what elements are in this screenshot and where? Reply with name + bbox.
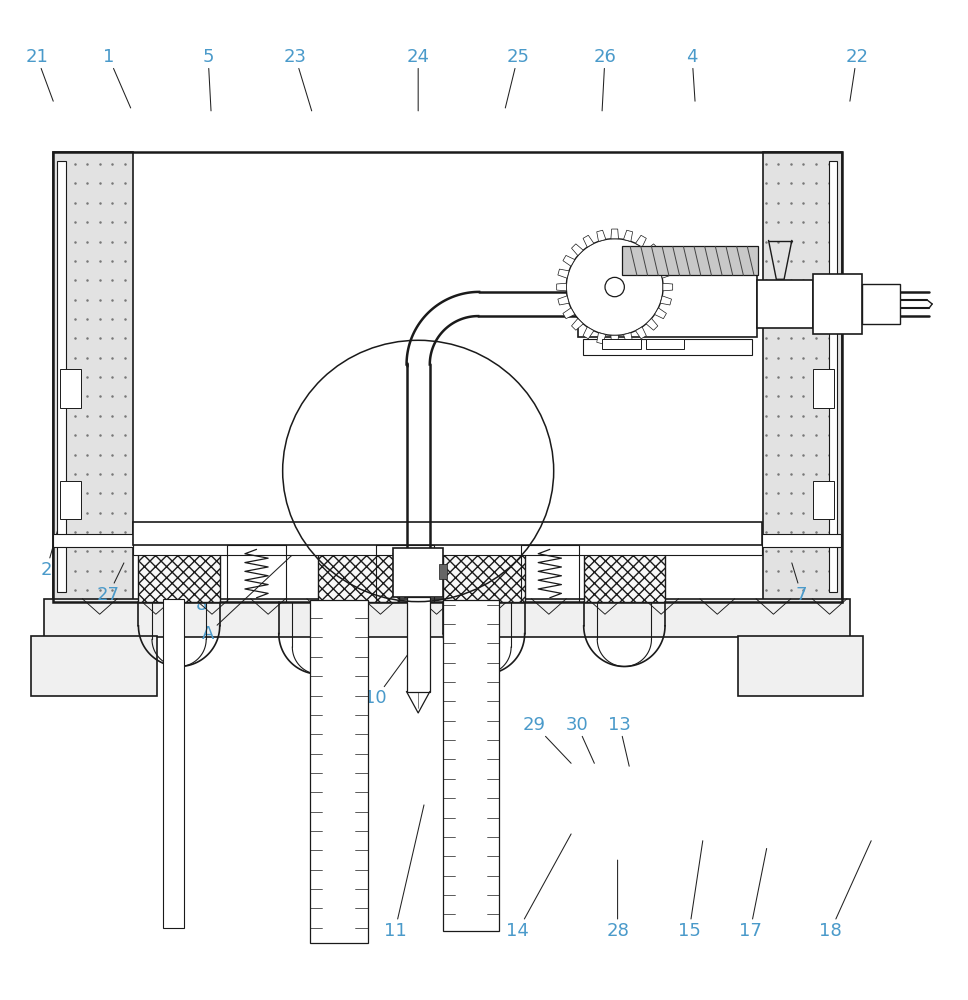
- Bar: [408, 364, 429, 548]
- Polygon shape: [660, 296, 672, 305]
- Bar: [622, 246, 758, 275]
- Polygon shape: [571, 318, 584, 330]
- Text: A: A: [202, 537, 312, 643]
- Text: 1: 1: [103, 48, 131, 108]
- Bar: [44, 599, 850, 637]
- Bar: [762, 534, 841, 547]
- Text: 23: 23: [284, 48, 312, 111]
- Polygon shape: [596, 333, 606, 344]
- Polygon shape: [660, 269, 672, 278]
- Text: 4: 4: [686, 48, 698, 101]
- Bar: [813, 369, 834, 408]
- Bar: [138, 545, 220, 602]
- Bar: [829, 161, 837, 592]
- Text: 18: 18: [819, 841, 871, 940]
- Bar: [584, 545, 665, 602]
- Polygon shape: [623, 333, 633, 344]
- Bar: [318, 545, 399, 602]
- Text: 17: 17: [739, 848, 767, 940]
- Bar: [757, 280, 813, 328]
- Text: 26: 26: [593, 48, 617, 111]
- Text: 27: 27: [97, 563, 124, 604]
- Bar: [757, 292, 929, 316]
- Polygon shape: [583, 235, 593, 247]
- Bar: [60, 369, 81, 408]
- Polygon shape: [663, 283, 673, 291]
- Text: 25: 25: [505, 48, 529, 108]
- Bar: [578, 258, 757, 337]
- Bar: [443, 600, 499, 931]
- Text: 10: 10: [364, 640, 418, 707]
- Bar: [31, 636, 157, 696]
- Bar: [133, 544, 762, 555]
- Text: 28: 28: [606, 860, 629, 940]
- Text: 15: 15: [678, 841, 703, 940]
- Text: 30: 30: [565, 716, 594, 763]
- Text: 7: 7: [792, 563, 807, 604]
- Bar: [646, 339, 684, 349]
- Polygon shape: [557, 283, 566, 291]
- Polygon shape: [583, 327, 593, 339]
- Bar: [310, 600, 368, 943]
- Bar: [227, 545, 286, 602]
- Polygon shape: [654, 308, 666, 319]
- Bar: [813, 481, 834, 519]
- Text: 11: 11: [383, 805, 424, 940]
- Bar: [53, 152, 133, 602]
- Text: 21: 21: [25, 48, 53, 101]
- Bar: [60, 481, 81, 519]
- Bar: [439, 564, 447, 579]
- Polygon shape: [563, 255, 575, 266]
- Polygon shape: [611, 335, 619, 345]
- Polygon shape: [563, 308, 575, 319]
- Text: 2: 2: [41, 512, 63, 579]
- Bar: [583, 339, 752, 355]
- Polygon shape: [646, 318, 658, 330]
- Bar: [521, 545, 579, 602]
- Text: 5: 5: [202, 48, 214, 111]
- Polygon shape: [558, 269, 569, 278]
- Polygon shape: [654, 255, 666, 266]
- Bar: [57, 161, 66, 592]
- Bar: [393, 548, 443, 597]
- Bar: [376, 545, 434, 602]
- Text: 13: 13: [608, 716, 631, 766]
- Polygon shape: [558, 296, 569, 305]
- Polygon shape: [623, 230, 633, 241]
- Polygon shape: [571, 244, 584, 256]
- Bar: [53, 152, 842, 602]
- Text: 24: 24: [407, 48, 430, 111]
- Bar: [443, 545, 525, 602]
- Circle shape: [605, 277, 624, 297]
- Polygon shape: [646, 244, 658, 256]
- Bar: [407, 597, 430, 692]
- Bar: [53, 534, 133, 547]
- Polygon shape: [611, 229, 619, 239]
- Polygon shape: [636, 235, 647, 247]
- Bar: [133, 522, 762, 545]
- Polygon shape: [596, 230, 606, 241]
- Text: 14: 14: [506, 834, 571, 940]
- Bar: [813, 274, 862, 334]
- Text: 22: 22: [845, 48, 868, 101]
- Bar: [602, 339, 641, 349]
- Bar: [738, 636, 863, 696]
- Text: 8: 8: [196, 570, 211, 614]
- Bar: [479, 292, 579, 316]
- Bar: [862, 284, 900, 324]
- Bar: [763, 152, 842, 602]
- Polygon shape: [636, 327, 647, 339]
- Circle shape: [566, 239, 663, 335]
- Text: 29: 29: [523, 716, 571, 763]
- Bar: [163, 599, 184, 928]
